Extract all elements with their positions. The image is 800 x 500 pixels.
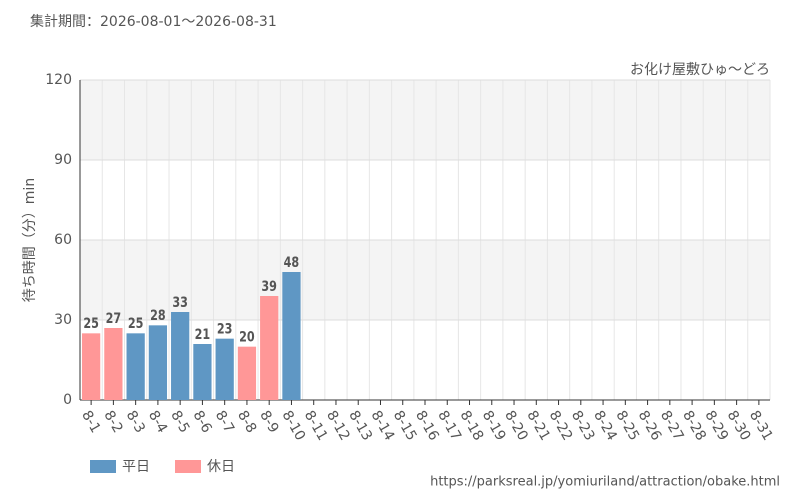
grid-band: [80, 240, 770, 320]
x-tick-label: 8-7: [212, 408, 237, 436]
bar: [104, 328, 123, 400]
data-label: 39: [261, 278, 277, 295]
bar: [126, 333, 145, 400]
y-tick-label: 90: [54, 152, 72, 168]
x-tick-label: 8-31: [746, 408, 776, 444]
legend-label: 休日: [207, 459, 235, 475]
data-label: 23: [217, 320, 233, 337]
y-tick-label: 60: [54, 232, 72, 248]
bar: [215, 338, 234, 400]
legend-label: 平日: [122, 459, 150, 475]
legend-swatch: [90, 460, 116, 473]
y-tick-label: 0: [63, 392, 72, 408]
x-tick-label: 8-6: [189, 408, 214, 436]
x-tick-label: 8-5: [167, 408, 192, 436]
data-label: 25: [128, 315, 144, 332]
data-label: 20: [239, 328, 255, 345]
bar: [282, 272, 301, 400]
x-tick-label: 8-1: [78, 408, 103, 436]
bar: [82, 333, 101, 400]
legend-swatch: [175, 460, 201, 473]
data-label: 21: [195, 326, 211, 343]
data-label: 27: [106, 310, 122, 327]
bar: [148, 325, 168, 400]
x-tick-label: 8-9: [256, 408, 281, 436]
grid-band: [80, 80, 770, 160]
chart-subtitle: お化け屋敷ひゅ～どろ: [630, 62, 770, 78]
data-label: 28: [150, 307, 166, 324]
data-label: 25: [83, 315, 99, 332]
x-tick-label: 8-4: [145, 408, 170, 436]
bar: [171, 312, 190, 400]
data-label: 48: [284, 254, 300, 271]
y-axis-label: 待ち時間（分）min: [22, 178, 38, 302]
chart-title: 集計期間：2026-08-01～2026-08-31: [30, 13, 277, 30]
bar: [260, 296, 279, 400]
data-label: 33: [172, 294, 188, 311]
x-tick-label: 8-8: [234, 408, 259, 436]
x-tick-label: 8-3: [123, 408, 148, 436]
bar: [193, 344, 212, 400]
bar: [237, 346, 257, 400]
source-url: https://parksreal.jp/yomiuriland/attract…: [430, 475, 780, 490]
x-tick-label: 8-2: [100, 408, 125, 436]
y-tick-label: 120: [45, 72, 72, 88]
y-tick-label: 30: [54, 312, 72, 328]
